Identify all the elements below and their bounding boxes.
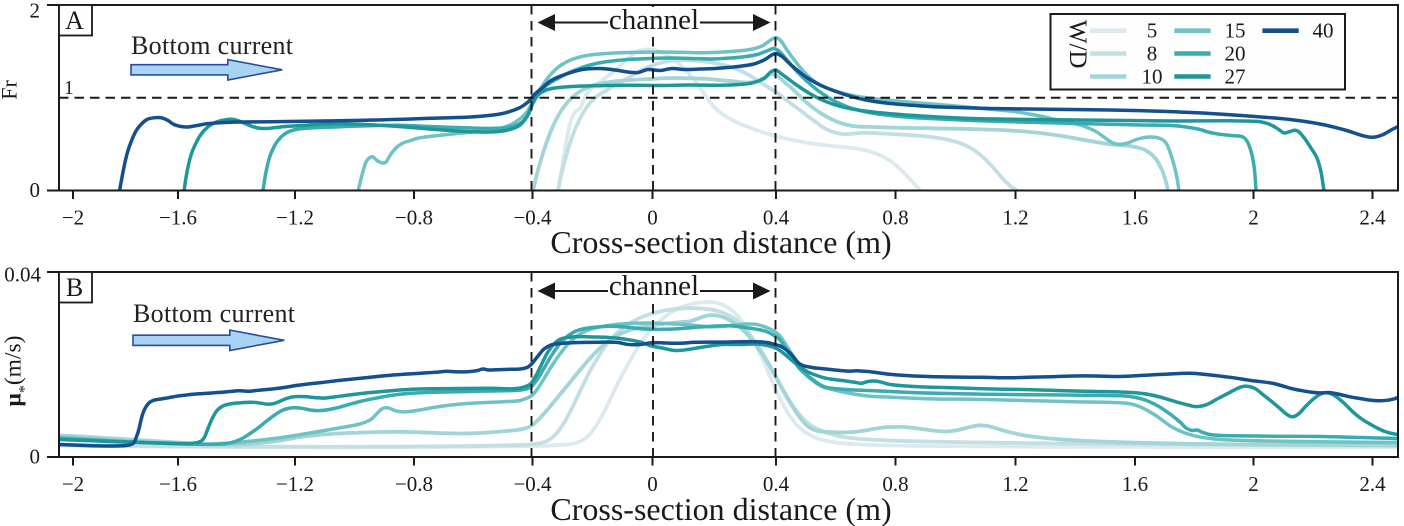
svg-text:0.04: 0.04: [4, 263, 41, 287]
svg-text:Bottom current: Bottom current: [133, 299, 296, 328]
svg-text:W/D: W/D: [1064, 20, 1091, 69]
svg-text:0.8: 0.8: [882, 206, 908, 230]
svg-text:B: B: [66, 273, 83, 302]
svg-text:Cross-section distance (m): Cross-section distance (m): [550, 224, 891, 260]
svg-text:20: 20: [1225, 42, 1246, 66]
svg-text:−2: −2: [62, 472, 84, 496]
svg-text:8: 8: [1147, 42, 1158, 66]
svg-text:channel: channel: [609, 270, 699, 302]
svg-text:0.4: 0.4: [763, 472, 790, 496]
svg-text:0.4: 0.4: [763, 206, 790, 230]
svg-text:1.6: 1.6: [1122, 472, 1148, 496]
svg-text:0: 0: [647, 206, 658, 230]
svg-text:0.8: 0.8: [882, 472, 908, 496]
svg-text:−0.8: −0.8: [395, 472, 433, 496]
svg-text:−1.2: −1.2: [276, 206, 314, 230]
svg-text:−2: −2: [62, 206, 84, 230]
svg-text:2: 2: [1248, 472, 1259, 496]
svg-text:0: 0: [30, 445, 41, 469]
svg-text:2.4: 2.4: [1359, 206, 1386, 230]
svg-text:2: 2: [30, 0, 41, 23]
svg-text:1.2: 1.2: [1002, 206, 1028, 230]
svg-text:Bottom current: Bottom current: [131, 31, 294, 60]
svg-text:−0.4: −0.4: [513, 206, 552, 230]
svg-text:10: 10: [1142, 65, 1163, 89]
svg-text:A: A: [65, 6, 84, 35]
svg-text:−1.2: −1.2: [276, 472, 314, 496]
svg-text:5: 5: [1147, 19, 1158, 43]
svg-text:0: 0: [647, 472, 658, 496]
svg-text:27: 27: [1225, 65, 1246, 89]
svg-text:Fr: Fr: [0, 80, 22, 100]
svg-text:2.4: 2.4: [1359, 472, 1386, 496]
svg-text:−0.4: −0.4: [513, 472, 552, 496]
svg-text:1.6: 1.6: [1122, 206, 1148, 230]
svg-text:channel: channel: [609, 4, 699, 36]
svg-text:Cross-section distance (m): Cross-section distance (m): [550, 491, 891, 526]
svg-text:0: 0: [30, 178, 41, 202]
svg-text:−1.6: −1.6: [159, 472, 197, 496]
svg-text:1: 1: [64, 78, 74, 99]
svg-text:−0.8: −0.8: [395, 206, 433, 230]
svg-text:1.2: 1.2: [1002, 472, 1028, 496]
svg-text:15: 15: [1225, 19, 1246, 43]
svg-text:−1.6: −1.6: [159, 206, 197, 230]
svg-text:μ*(m/s): μ*(m/s): [1, 336, 34, 407]
svg-text:2: 2: [1248, 206, 1259, 230]
svg-text:40: 40: [1313, 19, 1334, 43]
